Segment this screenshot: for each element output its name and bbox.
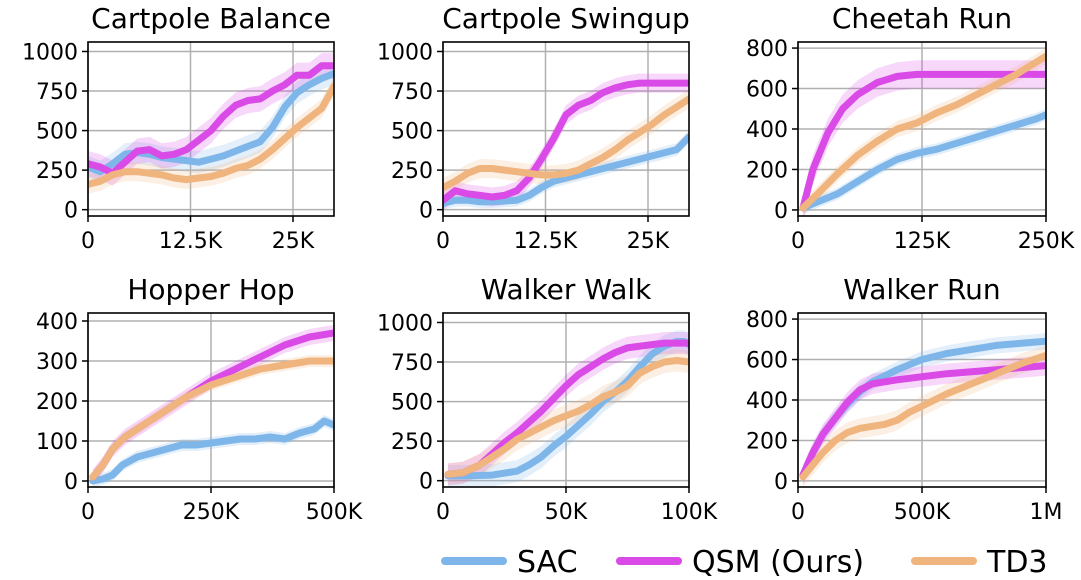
y-tick-label: 0 bbox=[774, 470, 788, 495]
y-tick-label: 200 bbox=[36, 390, 78, 415]
band-sac bbox=[803, 333, 1046, 483]
series-line-sac bbox=[443, 133, 689, 207]
legend-label: SAC bbox=[517, 545, 578, 580]
axes-frame bbox=[442, 41, 690, 217]
x-tick-label: 1M bbox=[1030, 500, 1063, 525]
x-tick-label: 500K bbox=[894, 500, 951, 525]
x-tick-label: 0 bbox=[791, 500, 805, 525]
x-tick-label: 500K bbox=[306, 500, 363, 525]
y-tick-label: 800 bbox=[746, 308, 788, 333]
panel-title: Cartpole Balance bbox=[91, 2, 331, 35]
plot-area bbox=[444, 330, 689, 487]
legend-label: TD3 bbox=[986, 545, 1048, 580]
x-tick-label: 0 bbox=[436, 500, 450, 525]
y-tick-label: 100 bbox=[36, 430, 78, 455]
y-tick-label: 0 bbox=[774, 199, 788, 224]
plot-area bbox=[89, 325, 334, 487]
plot-area bbox=[443, 73, 689, 210]
series-line-td3 bbox=[799, 52, 1046, 212]
x-tick-label: 25K bbox=[627, 229, 670, 254]
panel-hopper-hop: 0 250K 500K 0 100 200 300 400 Hopper Hop bbox=[36, 273, 363, 525]
y-tick-label: 400 bbox=[36, 310, 78, 335]
panel-cartpole-swingup: 0 12.5K 25K 0 250 500 750 1000 Cartpole Swingup bbox=[377, 2, 690, 254]
panel-title: Walker Walk bbox=[481, 273, 653, 306]
y-tick-label: 600 bbox=[746, 349, 788, 374]
y-tick-label: 500 bbox=[391, 120, 433, 145]
y-tick-label: 750 bbox=[391, 351, 433, 376]
series-line-qsm-ours bbox=[799, 362, 1046, 479]
legend-entry-sac: SAC bbox=[441, 545, 578, 580]
panel-title: Cheetah Run bbox=[832, 2, 1012, 35]
series-line-sac bbox=[799, 111, 1046, 212]
y-tick-label: 1000 bbox=[22, 40, 78, 65]
series-line-td3 bbox=[88, 82, 334, 188]
x-tick-label: 0 bbox=[436, 229, 450, 254]
y-tick-label: 400 bbox=[746, 118, 788, 143]
panel-title: Hopper Hop bbox=[127, 273, 294, 306]
x-tick-label: 125K bbox=[894, 229, 951, 254]
y-tick-label: 250 bbox=[391, 430, 433, 455]
panel-title: Walker Run bbox=[843, 273, 1000, 306]
x-tick-label: 100K bbox=[661, 500, 718, 525]
y-tick-label: 400 bbox=[746, 389, 788, 414]
x-tick-label: 0 bbox=[81, 500, 95, 525]
series-line-sac bbox=[88, 70, 334, 176]
series-line-sac bbox=[89, 417, 334, 485]
y-tick-label: 0 bbox=[64, 199, 78, 224]
series-line-qsm-ours bbox=[88, 62, 334, 177]
plot-area bbox=[799, 333, 1046, 487]
series-line-td3 bbox=[89, 357, 334, 481]
plot-area bbox=[88, 53, 334, 194]
y-tick-label: 0 bbox=[419, 470, 433, 495]
axes-frame bbox=[87, 41, 335, 217]
y-tick-label: 500 bbox=[36, 120, 78, 145]
y-tick-label: 300 bbox=[36, 350, 78, 375]
band-qsm-ours bbox=[803, 60, 1046, 216]
y-tick-label: 800 bbox=[746, 37, 788, 62]
y-tick-label: 0 bbox=[419, 199, 433, 224]
band-qsm-ours bbox=[443, 73, 689, 210]
x-tick-label: 0 bbox=[81, 229, 95, 254]
y-tick-label: 250 bbox=[36, 159, 78, 184]
y-tick-label: 750 bbox=[391, 80, 433, 105]
legend-label: QSM (Ours) bbox=[692, 545, 864, 580]
y-tick-label: 0 bbox=[64, 470, 78, 495]
y-tick-label: 250 bbox=[391, 159, 433, 184]
series-line-td3 bbox=[799, 352, 1046, 481]
x-tick-label: 12.5K bbox=[159, 229, 223, 254]
series-line-qsm-ours bbox=[443, 79, 689, 204]
legend: SAC QSM (Ours) TD3 bbox=[441, 545, 1048, 580]
y-tick-label: 200 bbox=[746, 158, 788, 183]
panel-cheetah-run: 0 125K 250K 0 200 400 600 800 Cheetah Run bbox=[746, 2, 1075, 254]
series-line-td3 bbox=[443, 95, 689, 191]
y-tick-label: 600 bbox=[746, 78, 788, 103]
y-tick-label: 1000 bbox=[377, 40, 433, 65]
panel-walker-run: 0 500K 1M 0 200 400 600 800 Walker Run bbox=[746, 273, 1062, 525]
y-tick-label: 200 bbox=[746, 429, 788, 454]
x-tick-label: 50K bbox=[545, 500, 588, 525]
panel-walker-walk: 0 50K 100K 0 250 500 750 1000 Walker Walk bbox=[377, 273, 718, 525]
band-qsm-ours bbox=[92, 325, 334, 485]
series-line-td3 bbox=[444, 357, 689, 478]
panel-title: Cartpole Swingup bbox=[442, 2, 690, 35]
y-tick-label: 1000 bbox=[377, 311, 433, 336]
y-tick-label: 750 bbox=[36, 80, 78, 105]
x-tick-label: 250K bbox=[183, 500, 240, 525]
band-td3 bbox=[88, 76, 334, 194]
x-tick-label: 25K bbox=[272, 229, 315, 254]
x-tick-label: 0 bbox=[791, 229, 805, 254]
x-tick-label: 250K bbox=[1018, 229, 1075, 254]
legend-entry-qsm-ours: QSM (Ours) bbox=[616, 545, 864, 580]
y-tick-label: 500 bbox=[391, 391, 433, 416]
x-tick-label: 12.5K bbox=[514, 229, 578, 254]
band-sac bbox=[92, 415, 334, 487]
band-sac bbox=[447, 330, 689, 487]
legend-entry-td3: TD3 bbox=[911, 545, 1048, 580]
plot-area bbox=[799, 48, 1046, 216]
panel-cartpole-balance: 0 12.5K 25K 0 250 500 750 1000 Cartpole Balance bbox=[22, 2, 335, 254]
